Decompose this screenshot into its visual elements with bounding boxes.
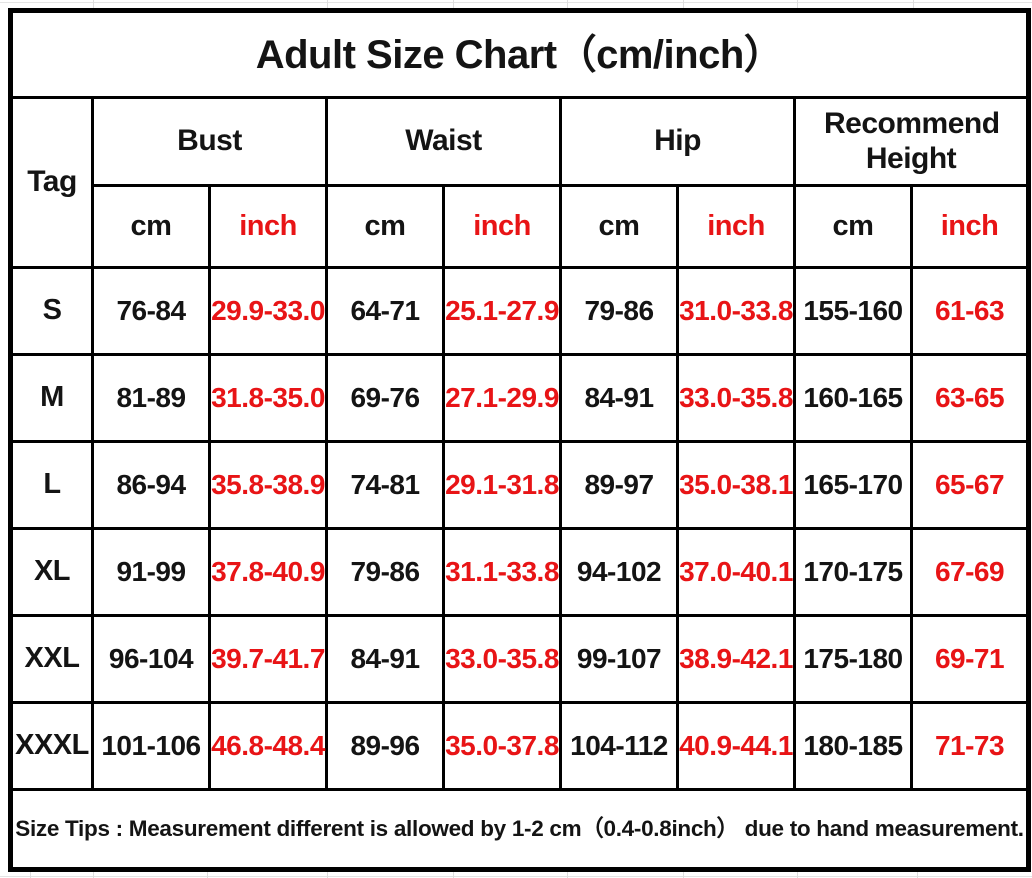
tag-cell: L xyxy=(9,440,94,530)
gridline-tick xyxy=(327,0,328,8)
gridline-tick xyxy=(683,0,684,8)
cell-bust-inch: 39.7-41.7 xyxy=(208,614,328,704)
group-header-recommend-height: Recommend Height xyxy=(792,96,1031,187)
gridline-tick xyxy=(917,871,918,878)
gridline-top xyxy=(0,2,1032,3)
cell-bust-inch: 37.8-40.9 xyxy=(208,527,328,617)
cell-hip-cm: 94-102 xyxy=(559,527,679,617)
cell-height-inch: 69-71 xyxy=(909,614,1031,704)
cell-height-cm: 175-180 xyxy=(793,614,913,704)
size-row-xxxl: XXXL 101-106 46.8-48.4 89-96 35.0-37.8 1… xyxy=(9,701,1031,791)
gridline-tick xyxy=(207,871,208,878)
group-header-waist: Waist xyxy=(325,96,562,187)
gridline-tick xyxy=(453,871,454,878)
gridline-tick xyxy=(567,871,568,878)
group-header-row: Tag Bust Waist Hip Recommend Height xyxy=(9,96,1031,269)
size-row-l: L 86-94 35.8-38.9 74-81 29.1-31.8 89-97 … xyxy=(9,440,1031,530)
unit-header-waist-cm: cm xyxy=(325,184,445,269)
unit-header-waist-inch: inch xyxy=(442,184,562,269)
cell-height-cm: 180-185 xyxy=(793,701,913,791)
cell-height-inch: 65-67 xyxy=(909,440,1031,530)
cell-bust-cm: 86-94 xyxy=(91,440,211,530)
cell-waist-inch: 33.0-35.8 xyxy=(442,614,562,704)
cell-bust-inch: 31.8-35.0 xyxy=(208,353,328,443)
size-row-s: S 76-84 29.9-33.0 64-71 25.1-27.9 79-86 … xyxy=(9,266,1031,356)
unit-header-height-cm: cm xyxy=(793,184,913,269)
footer-row: Size Tips : Measurement different is all… xyxy=(8,788,1031,871)
cell-bust-cm: 96-104 xyxy=(91,614,211,704)
cell-waist-inch: 25.1-27.9 xyxy=(442,266,562,356)
gridline-tick xyxy=(327,871,328,878)
cell-height-cm: 170-175 xyxy=(793,527,913,617)
cell-bust-inch: 46.8-48.4 xyxy=(208,701,328,791)
unit-header-hip-inch: inch xyxy=(676,184,796,269)
cell-hip-inch: 31.0-33.8 xyxy=(676,266,796,356)
tag-cell: M xyxy=(9,353,94,443)
cell-hip-inch: 38.9-42.1 xyxy=(676,614,796,704)
cell-hip-cm: 84-91 xyxy=(559,353,679,443)
tag-cell: XXXL xyxy=(9,701,94,791)
size-tips-note: Size Tips : Measurement different is all… xyxy=(8,788,1031,871)
cell-waist-cm: 74-81 xyxy=(325,440,445,530)
gridline-tick xyxy=(567,0,568,8)
size-row-m: M 81-89 31.8-35.0 69-76 27.1-29.9 84-91 … xyxy=(9,353,1031,443)
cell-height-cm: 165-170 xyxy=(793,440,913,530)
size-row-xxl: XXL 96-104 39.7-41.7 84-91 33.0-35.8 99-… xyxy=(9,614,1031,704)
tag-cell: XL xyxy=(9,527,94,617)
cell-waist-cm: 89-96 xyxy=(325,701,445,791)
cell-height-inch: 61-63 xyxy=(909,266,1031,356)
cell-bust-cm: 91-99 xyxy=(91,527,211,617)
gridline-tick xyxy=(93,0,94,8)
cell-waist-inch: 31.1-33.8 xyxy=(442,527,562,617)
size-row-xl: XL 91-99 37.8-40.9 79-86 31.1-33.8 94-10… xyxy=(9,527,1031,617)
tag-cell: S xyxy=(9,266,94,356)
cell-waist-cm: 64-71 xyxy=(325,266,445,356)
cell-height-cm: 155-160 xyxy=(793,266,913,356)
cell-hip-cm: 104-112 xyxy=(559,701,679,791)
gridline-tick xyxy=(913,0,914,8)
cell-bust-cm: 76-84 xyxy=(91,266,211,356)
cell-waist-cm: 79-86 xyxy=(325,527,445,617)
page-title: Adult Size Chart（cm/inch） xyxy=(8,9,1031,99)
cell-waist-cm: 69-76 xyxy=(325,353,445,443)
cell-waist-cm: 84-91 xyxy=(325,614,445,704)
gridline-tick xyxy=(797,0,798,8)
group-header-bust: Bust xyxy=(91,96,328,187)
size-chart-table: Adult Size Chart（cm/inch） Tag Bust Waist… xyxy=(8,8,1032,872)
cell-hip-inch: 37.0-40.1 xyxy=(676,527,796,617)
unit-header-height-inch: inch xyxy=(909,184,1031,269)
cell-bust-cm: 81-89 xyxy=(91,353,211,443)
group-header-hip: Hip xyxy=(559,96,796,187)
tag-cell: XXL xyxy=(9,614,94,704)
cell-hip-inch: 40.9-44.1 xyxy=(676,701,796,791)
gridline-tick xyxy=(453,0,454,8)
cell-waist-inch: 29.1-31.8 xyxy=(442,440,562,530)
cell-bust-inch: 29.9-33.0 xyxy=(208,266,328,356)
unit-header-row: cm inch cm inch cm inch cm inch xyxy=(11,184,1031,269)
cell-height-cm: 160-165 xyxy=(793,353,913,443)
cell-waist-inch: 27.1-29.9 xyxy=(442,353,562,443)
gridline-tick xyxy=(797,871,798,878)
unit-header-bust-inch: inch xyxy=(208,184,328,269)
title-row: Adult Size Chart（cm/inch） xyxy=(8,9,1031,99)
cell-bust-cm: 101-106 xyxy=(91,701,211,791)
gridline-tick xyxy=(93,871,94,878)
gridline-tick xyxy=(30,871,31,878)
cell-height-inch: 67-69 xyxy=(909,527,1031,617)
tag-column-header: Tag xyxy=(9,96,94,269)
cell-hip-inch: 35.0-38.1 xyxy=(676,440,796,530)
cell-hip-inch: 33.0-35.8 xyxy=(676,353,796,443)
cell-hip-cm: 99-107 xyxy=(559,614,679,704)
cell-bust-inch: 35.8-38.9 xyxy=(208,440,328,530)
cell-hip-cm: 89-97 xyxy=(559,440,679,530)
gridline-tick xyxy=(683,871,684,878)
gridline-bottom xyxy=(0,876,1032,877)
cell-height-inch: 63-65 xyxy=(909,353,1031,443)
unit-header-hip-cm: cm xyxy=(559,184,679,269)
unit-header-bust-cm: cm xyxy=(91,184,211,269)
cell-waist-inch: 35.0-37.8 xyxy=(442,701,562,791)
cell-hip-cm: 79-86 xyxy=(559,266,679,356)
cell-height-inch: 71-73 xyxy=(909,701,1031,791)
